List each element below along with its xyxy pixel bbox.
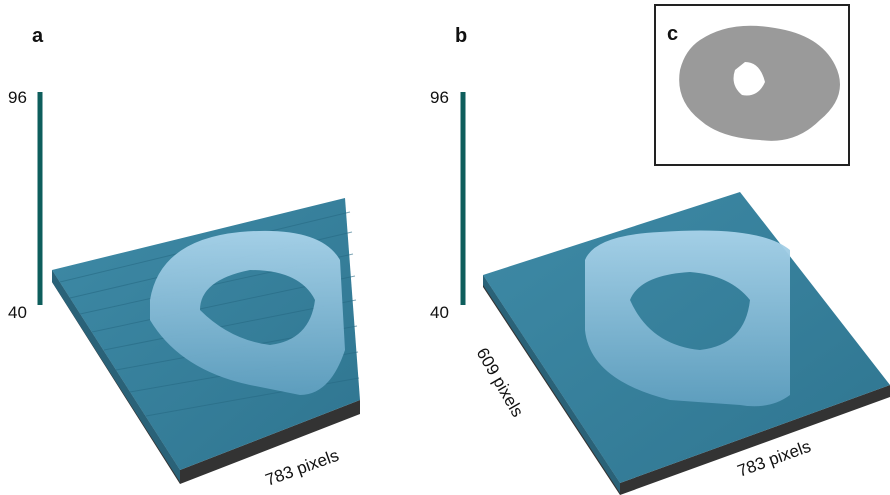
panel-label: a [32,25,44,47]
scale-min: 40 [8,303,27,322]
scale-max: 96 [8,88,27,107]
panel-label: b [455,25,467,47]
figure: a 96 40 783 pixels b 96 40 609 pixels 78… [0,0,890,495]
x-axis-label: 783 pixels [263,446,341,490]
scale-min: 40 [430,303,449,322]
scale-max: 96 [430,88,449,107]
y-axis-label: 609 pixels [473,345,528,421]
surface-a [52,198,360,484]
panel-label: c [667,23,678,45]
surface-b [483,192,890,495]
